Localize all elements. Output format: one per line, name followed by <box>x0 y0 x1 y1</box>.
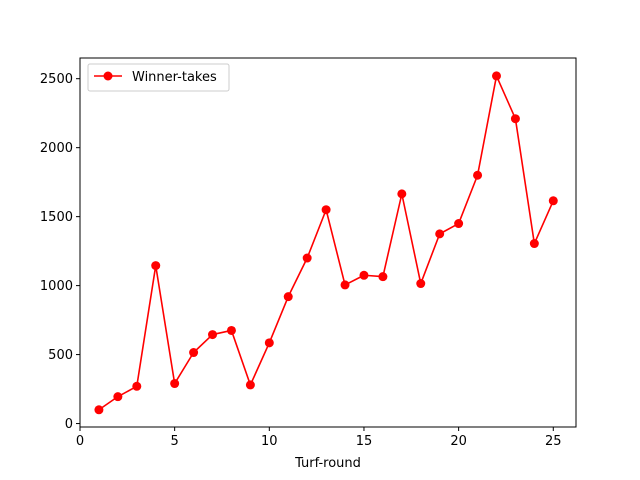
data-point <box>245 380 255 390</box>
data-point <box>226 325 236 335</box>
legend-label: Winner-takes <box>132 70 217 85</box>
legend-marker-sample <box>103 71 113 81</box>
data-point <box>378 272 388 282</box>
data-point <box>189 348 199 358</box>
data-point <box>510 114 520 124</box>
x-tick-label: 15 <box>356 434 373 449</box>
data-point <box>473 170 483 180</box>
data-point <box>151 261 161 271</box>
x-tick-label: 25 <box>545 434 562 449</box>
plot-area <box>80 58 576 427</box>
y-tick-label: 1500 <box>40 210 73 225</box>
x-tick-label: 0 <box>76 434 84 449</box>
data-point <box>283 292 293 302</box>
y-tick-label: 0 <box>65 417 73 432</box>
data-point <box>208 330 218 340</box>
x-tick-label: 10 <box>261 434 278 449</box>
data-point <box>416 279 426 289</box>
data-point <box>435 229 445 239</box>
series-group <box>94 71 558 415</box>
data-point <box>321 205 331 215</box>
data-point <box>113 392 123 402</box>
data-point <box>264 338 274 348</box>
data-point <box>454 219 464 229</box>
plot-frame <box>79 57 577 428</box>
data-point <box>359 270 369 280</box>
x-tick-label: 5 <box>171 434 179 449</box>
data-point <box>548 196 558 206</box>
y-tick-label: 2000 <box>40 141 73 156</box>
x-axis-label: Turf-round <box>294 456 361 471</box>
legend-box <box>87 63 230 92</box>
data-point <box>491 71 501 81</box>
x-axis-ticks: 0 5 10 15 20 25 <box>76 427 562 449</box>
data-point <box>397 189 407 199</box>
data-point <box>340 280 350 290</box>
y-tick-label: 1000 <box>40 279 73 294</box>
y-axis-ticks: 0 500 1000 1500 2000 2500 <box>40 72 80 432</box>
x-tick-label: 20 <box>450 434 467 449</box>
data-point <box>94 405 104 415</box>
y-tick-label: 2500 <box>40 72 73 87</box>
data-point <box>529 239 539 249</box>
data-point <box>170 379 180 389</box>
y-tick-label: 500 <box>48 348 73 363</box>
legend: Winner-takes <box>87 63 230 92</box>
data-point <box>302 253 312 263</box>
data-point <box>132 381 142 391</box>
